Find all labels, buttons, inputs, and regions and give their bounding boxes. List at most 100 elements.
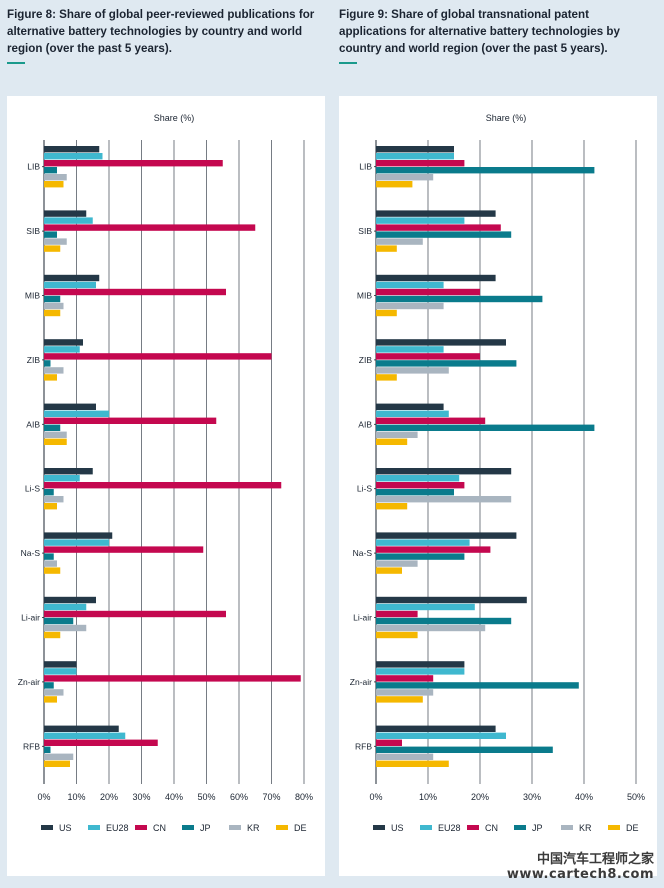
fig8-bar-kr-zib	[44, 367, 64, 374]
fig8-bar-eu28-sib	[44, 217, 93, 224]
fig9-bar-cn-lib	[376, 160, 465, 167]
fig9-bar-cn-li-s	[376, 482, 465, 489]
fig8-bar-cn-na-s	[44, 546, 204, 553]
fig9-tick-label: 20%	[471, 792, 489, 802]
fig8-axis-title: Share (%)	[154, 113, 195, 123]
fig9-bar-de-zib	[376, 374, 397, 381]
fig9-bar-cn-aib	[376, 417, 486, 424]
fig8-bar-kr-lib	[44, 174, 67, 181]
fig9-category-label: Li-air	[353, 613, 372, 623]
fig8-bar-eu28-na-s	[44, 539, 109, 546]
figure9-caption-rule	[339, 62, 357, 64]
fig9-category-label: Li-S	[357, 484, 372, 494]
fig8-bar-kr-zn-air	[44, 689, 64, 696]
figure8-caption: Figure 8: Share of global peer-reviewed …	[7, 6, 325, 64]
fig9-tick-label: 40%	[575, 792, 593, 802]
fig9-bar-eu28-rfb	[376, 732, 506, 739]
fig9-legend-swatch-jp	[514, 825, 526, 830]
fig8-bar-de-li-air	[44, 631, 61, 639]
fig9-bar-eu28-zib	[376, 346, 444, 353]
fig8-bar-us-lib	[44, 146, 100, 153]
fig8-category-label: SIB	[26, 226, 40, 236]
fig8-bar-de-li-s	[44, 503, 57, 510]
fig8-bar-kr-li-s	[44, 496, 64, 503]
fig9-bar-de-rfb	[376, 760, 449, 767]
fig9-bar-de-sib	[376, 245, 397, 252]
fig8-legend-label-eu28: EU28	[106, 823, 129, 833]
fig8-bar-kr-aib	[44, 431, 67, 438]
fig9-bar-eu28-lib	[376, 153, 454, 160]
fig9-bar-de-li-s	[376, 503, 408, 510]
fig9-legend-label-eu28: EU28	[438, 823, 461, 833]
fig9-legend-label-de: DE	[626, 823, 639, 833]
fig9-bar-cn-mib	[376, 288, 480, 296]
fig9-legend-swatch-eu28	[420, 825, 432, 830]
fig8-bar-eu28-lib	[44, 153, 103, 160]
fig8-category-label: AIB	[26, 419, 40, 429]
fig8-bar-eu28-li-s	[44, 475, 80, 482]
fig8-bar-jp-aib	[44, 424, 61, 431]
fig8-bar-de-rfb	[44, 760, 70, 767]
fig8-bar-cn-li-air	[44, 610, 226, 618]
fig9-bar-kr-zib	[376, 367, 449, 374]
fig8-bar-de-lib	[44, 181, 64, 188]
fig8-legend-swatch-jp	[182, 825, 194, 830]
fig9-bar-eu28-mib	[376, 281, 444, 289]
fig8-bar-cn-zn-air	[44, 675, 301, 682]
fig8-bar-cn-mib	[44, 288, 226, 296]
fig8-bar-eu28-li-air	[44, 603, 87, 611]
fig8-bar-jp-zib	[44, 360, 51, 367]
fig9-legend-label-jp: JP	[532, 823, 543, 833]
fig8-bar-cn-rfb	[44, 739, 158, 746]
fig9-bar-us-li-air	[376, 596, 527, 604]
fig8-bar-jp-li-air	[44, 617, 74, 625]
fig8-bar-jp-na-s	[44, 553, 54, 560]
figure9-chart: Share (%) 0% 10% 20% 30% 40% 50% LIB SIB MIB ZIB AI…	[350, 113, 645, 833]
fig8-bar-de-sib	[44, 245, 61, 252]
fig8-legend-label-us: US	[59, 823, 72, 833]
figure8-caption-rule	[7, 62, 25, 64]
fig8-bar-us-sib	[44, 210, 87, 217]
fig9-category-label: ZIB	[359, 355, 373, 365]
fig9-bar-jp-li-s	[376, 489, 454, 496]
fig9-tick-label: 30%	[523, 792, 541, 802]
fig9-bar-cn-zib	[376, 353, 480, 360]
fig9-bar-eu28-li-s	[376, 475, 460, 482]
fig9-bar-de-mib	[376, 309, 397, 317]
fig9-axis-title: Share (%)	[486, 113, 527, 123]
fig9-bar-kr-sib	[376, 238, 423, 245]
fig9-bar-kr-mib	[376, 302, 444, 310]
fig9-bar-cn-rfb	[376, 739, 402, 746]
fig9-legend-label-cn: CN	[485, 823, 498, 833]
watermark-line1: 中国汽车工程师之家	[536, 852, 654, 867]
fig8-bar-de-na-s	[44, 567, 61, 574]
fig9-category-label: SIB	[358, 226, 372, 236]
fig8-bar-jp-lib	[44, 167, 57, 174]
fig8-bar-cn-sib	[44, 224, 256, 231]
fig8-bar-us-na-s	[44, 532, 113, 539]
fig9-bar-eu28-sib	[376, 217, 465, 224]
fig9-legend-swatch-de	[608, 825, 620, 830]
fig8-legend-swatch-us	[41, 825, 53, 830]
fig8-legend-swatch-kr	[229, 825, 241, 830]
fig8-bar-us-aib	[44, 403, 96, 410]
fig9-bar-eu28-zn-air	[376, 668, 465, 675]
fig8-tick-label: 20%	[100, 792, 118, 802]
fig8-bar-us-li-air	[44, 596, 96, 604]
fig9-legend-swatch-us	[373, 825, 385, 830]
fig9-bar-us-aib	[376, 403, 444, 410]
fig9-bar-kr-li-s	[376, 496, 512, 503]
figure9-caption-text: Figure 9: Share of global transnational …	[339, 8, 620, 55]
fig9-bar-us-zib	[376, 339, 506, 346]
fig8-bar-jp-zn-air	[44, 682, 54, 689]
fig8-category-label: Zn-air	[18, 677, 40, 687]
figure9-panel: Share (%) 0% 10% 20% 30% 40% 50% LIB SIB MIB ZIB AI…	[339, 96, 657, 876]
fig9-bar-us-na-s	[376, 532, 517, 539]
fig9-category-label: Zn-air	[350, 677, 372, 687]
fig9-bar-eu28-na-s	[376, 539, 470, 546]
fig8-bar-jp-sib	[44, 231, 57, 238]
fig8-tick-label: 30%	[132, 792, 150, 802]
fig9-tick-label: 10%	[419, 792, 437, 802]
fig8-bar-de-mib	[44, 309, 61, 317]
fig9-bar-jp-sib	[376, 231, 512, 238]
